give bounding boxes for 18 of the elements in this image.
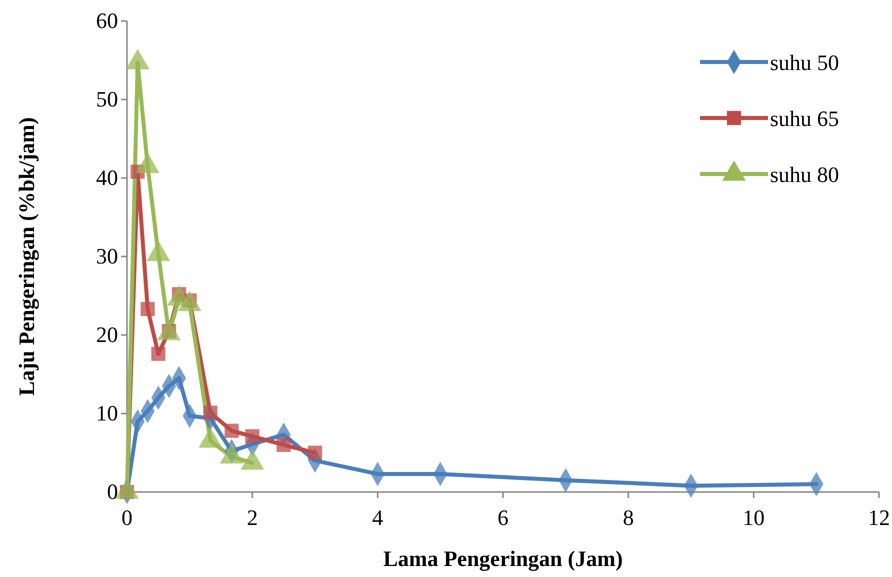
x-tick-label: 6 <box>498 505 508 530</box>
x-axis-title: Lama Pengeringan (Jam) <box>383 546 623 571</box>
y-tick-label: 40 <box>96 165 118 190</box>
legend-label: suhu 65 <box>770 106 840 131</box>
x-tick-label: 2 <box>246 505 258 530</box>
x-tick-label: 4 <box>372 505 384 530</box>
y-axis-title: Laju Pengeringan (%bk/jam) <box>14 117 39 396</box>
y-tick-label: 10 <box>96 400 118 426</box>
legend-label: suhu 50 <box>770 50 840 75</box>
y-tick-label: 60 <box>96 8 118 34</box>
legend-label: suhu 80 <box>770 162 840 187</box>
y-tick-label: 20 <box>96 322 118 348</box>
x-tick-label: 8 <box>622 505 634 530</box>
x-tick-label: 12 <box>868 505 890 530</box>
x-tick-label: 10 <box>742 505 765 530</box>
y-tick-label: 0 <box>107 479 118 504</box>
y-tick-label: 50 <box>96 86 118 112</box>
y-tick-label: 30 <box>96 244 118 269</box>
